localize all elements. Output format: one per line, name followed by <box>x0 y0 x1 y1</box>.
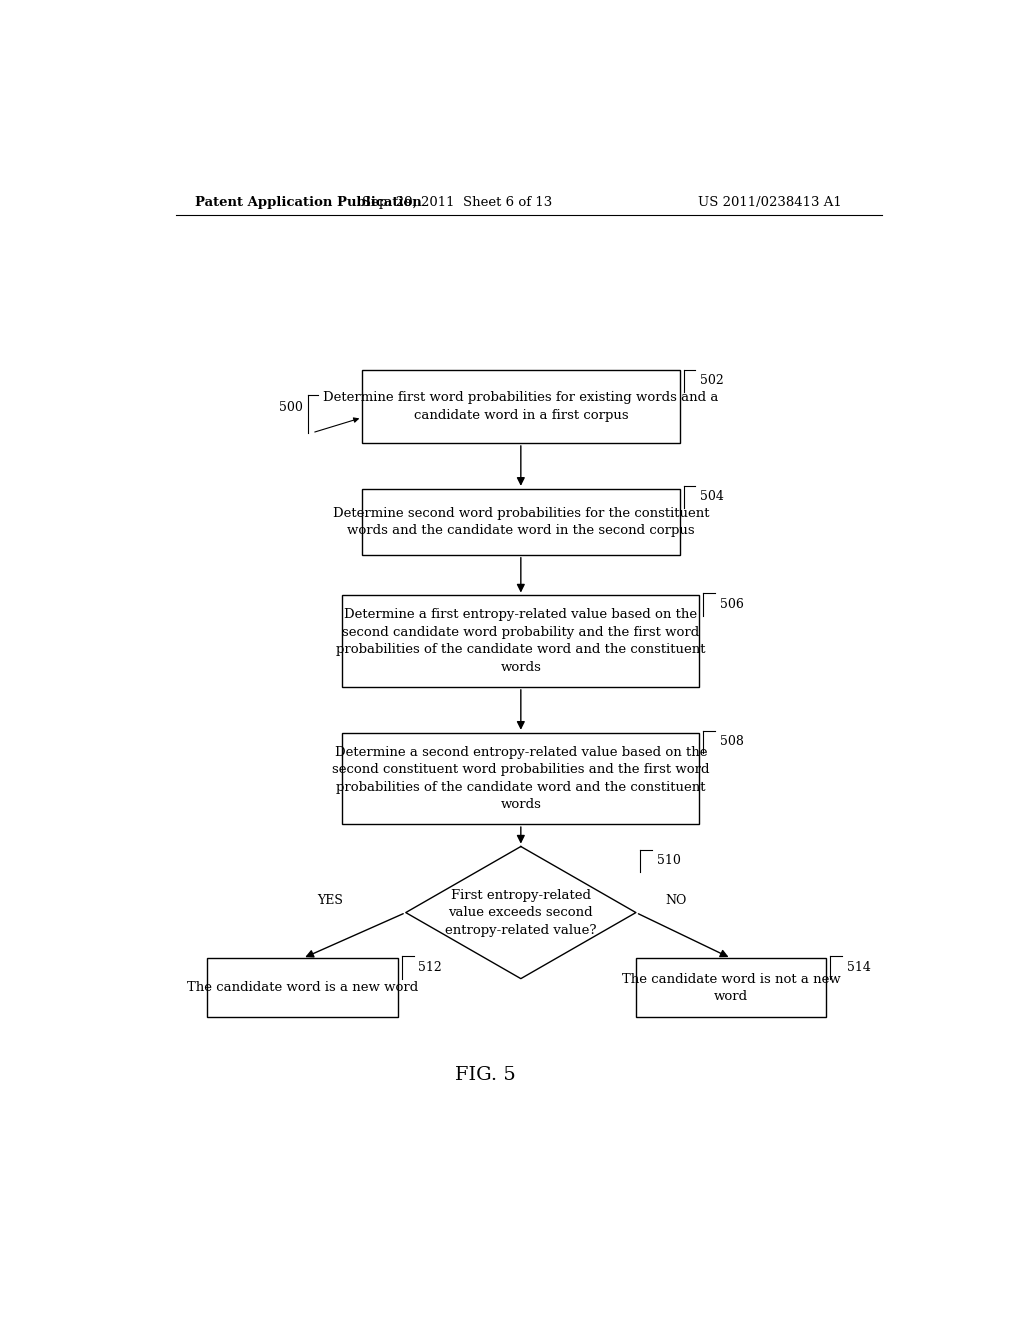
Text: Determine first word probabilities for existing words and a
candidate word in a : Determine first word probabilities for e… <box>324 391 719 421</box>
Text: 508: 508 <box>720 735 743 748</box>
Text: Sep. 29, 2011  Sheet 6 of 13: Sep. 29, 2011 Sheet 6 of 13 <box>362 195 553 209</box>
Text: Patent Application Publication: Patent Application Publication <box>196 195 422 209</box>
Text: NO: NO <box>665 894 686 907</box>
Text: The candidate word is not a new
word: The candidate word is not a new word <box>622 973 841 1003</box>
Text: The candidate word is a new word: The candidate word is a new word <box>187 981 418 994</box>
Text: Determine second word probabilities for the constituent
words and the candidate : Determine second word probabilities for … <box>333 507 709 537</box>
Text: YES: YES <box>317 894 343 907</box>
Bar <box>207 958 397 1018</box>
Text: 502: 502 <box>700 375 724 388</box>
Bar <box>362 488 680 554</box>
Text: Determine a second entropy-related value based on the
second constituent word pr: Determine a second entropy-related value… <box>332 746 710 812</box>
Bar <box>636 958 826 1018</box>
Bar <box>342 733 699 824</box>
Text: 504: 504 <box>700 490 724 503</box>
Text: 510: 510 <box>656 854 680 867</box>
Text: US 2011/0238413 A1: US 2011/0238413 A1 <box>698 195 842 209</box>
Text: First entropy-related
value exceeds second
entropy-related value?: First entropy-related value exceeds seco… <box>445 888 597 937</box>
Text: FIG. 5: FIG. 5 <box>455 1067 515 1084</box>
Text: Determine a first entropy-related value based on the
second candidate word proba: Determine a first entropy-related value … <box>336 609 706 675</box>
Polygon shape <box>406 846 636 978</box>
Bar <box>342 595 699 686</box>
Text: 514: 514 <box>847 961 870 974</box>
Text: 500: 500 <box>279 401 303 414</box>
Bar <box>362 370 680 444</box>
Text: 512: 512 <box>419 961 442 974</box>
Text: 506: 506 <box>720 598 743 611</box>
